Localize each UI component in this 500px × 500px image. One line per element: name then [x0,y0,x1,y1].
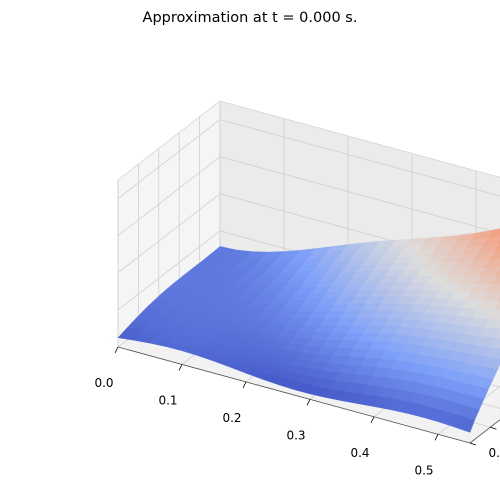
surface-facet [493,243,500,253]
surface-facet [453,415,475,433]
y-tick-label: 0.0 [488,446,500,460]
axis-line [469,419,500,444]
x-tick-label: 0.3 [286,428,305,442]
surface-facet [491,275,500,285]
surface-facet [495,329,500,339]
x-tick-mark [306,399,311,406]
axis-ticks: 0.00.10.20.30.40.50.00.20.40.60.81.00.20… [94,346,500,477]
axis-line [117,346,471,444]
surface-facet [495,268,500,276]
grid-line [117,193,221,274]
surface-facet [489,250,500,261]
grid-line [117,156,221,236]
surface-facet [493,300,500,311]
x-tick-label: 0.4 [350,446,369,460]
x-tick-mark [434,434,439,441]
x-tick-mark [370,416,375,423]
grid-line [219,119,500,197]
x-tick-label: 0.1 [158,393,177,407]
grid-line [117,230,221,311]
grid-line [117,119,221,199]
x-tick-mark [114,346,119,354]
x-tick-label: 0.5 [414,463,433,477]
x-tick-label: 0.0 [94,376,113,390]
grid-line [219,156,500,234]
x-tick-label: 0.2 [222,411,241,425]
x-tick-mark [178,364,183,371]
y-tick-mark [490,426,497,430]
y-tick-mark [469,442,477,446]
chart-title: Approximation at t = 0.000 s. [143,10,358,26]
surface-facet [490,338,500,349]
surface-plot [117,228,500,433]
x-tick-mark [242,381,247,389]
